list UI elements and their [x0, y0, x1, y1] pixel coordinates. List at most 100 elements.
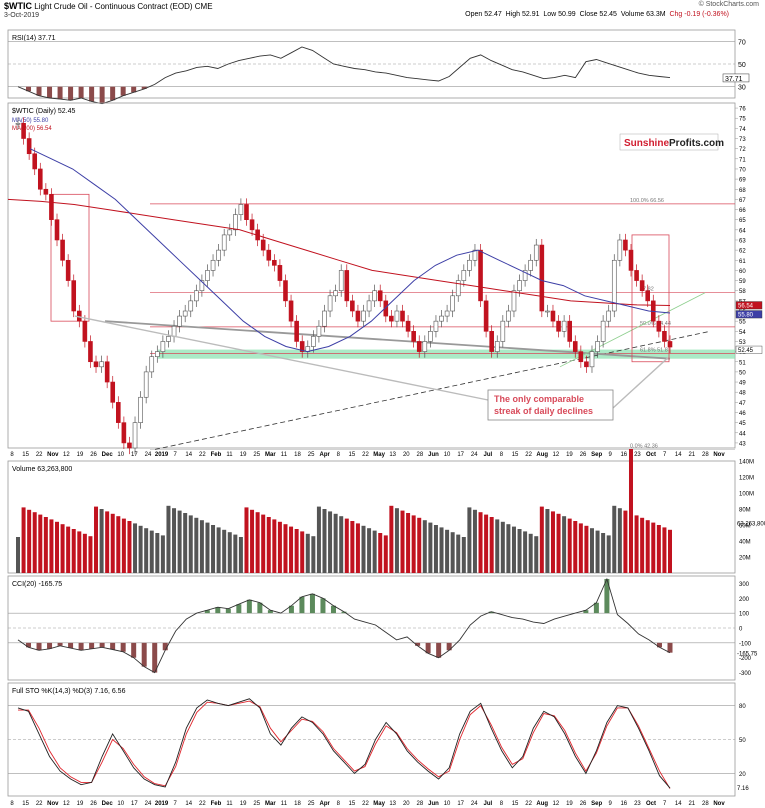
volume-bar — [133, 523, 138, 573]
volume-bar — [367, 528, 372, 573]
x-tick-label: Jun — [428, 452, 439, 458]
candle-body — [138, 396, 143, 423]
volume-bar — [38, 514, 43, 573]
volume-bar — [272, 519, 277, 573]
candle-body — [266, 249, 272, 261]
volume-tick-label: 100M — [739, 492, 754, 498]
candle-body — [383, 300, 389, 317]
volume-bar — [528, 533, 533, 573]
x-tick-label-bottom: 22 — [525, 801, 532, 807]
candle-body — [344, 270, 350, 302]
volume-bar — [623, 510, 628, 573]
volume-bar — [99, 509, 104, 573]
annotation-arrow — [74, 315, 489, 401]
candle-body — [483, 300, 489, 332]
volume-tick-label: 20M — [739, 556, 751, 562]
volume-bar — [406, 513, 411, 573]
x-tick-label: Jul — [484, 452, 493, 458]
candle-body — [199, 280, 205, 292]
price-tick-label: 45 — [739, 421, 746, 427]
price-tick-label: 59 — [739, 279, 746, 285]
x-tick-label-bottom: 10 — [444, 801, 451, 807]
x-tick-label-bottom: 16 — [620, 801, 627, 807]
x-tick-label-bottom: 9 — [609, 801, 613, 807]
volume-bar — [383, 535, 388, 573]
candle-body — [578, 351, 584, 363]
x-tick-label: Feb — [211, 452, 222, 458]
fib-label: 50.0% 54.44 — [640, 321, 671, 327]
candle-body — [149, 356, 155, 373]
candle-body — [15, 122, 21, 125]
fib-label: 61.8% 51.8 — [640, 348, 668, 354]
candle-body — [238, 204, 244, 215]
candle-body — [32, 153, 38, 170]
x-tick-label: 8 — [500, 452, 504, 458]
x-tick-label: 9 — [609, 452, 613, 458]
candle-body — [182, 310, 188, 317]
candle-body — [623, 239, 628, 251]
chart-date: 3-Oct-2019 — [4, 12, 40, 19]
candle-body — [656, 320, 662, 332]
volume-bar — [478, 512, 483, 573]
volume-value: Volume 63.3M — [620, 11, 666, 18]
volume-bar — [400, 510, 405, 573]
volume-label: Volume 63,263,800 — [12, 466, 72, 473]
x-tick-label-bottom: May — [373, 801, 385, 807]
volume-tick-label: 40M — [739, 540, 751, 546]
volume-bar — [311, 536, 316, 573]
x-tick-label: 26 — [90, 452, 97, 458]
candle-body — [99, 361, 104, 368]
volume-bar — [66, 526, 71, 573]
volume-bar — [289, 526, 294, 573]
x-tick-label-bottom: 20 — [403, 801, 410, 807]
price-tick-label: 49 — [739, 381, 746, 387]
price-tick-label: 61 — [739, 259, 746, 265]
ma200-label: MA(200) 56.54 — [12, 126, 52, 132]
x-tick-label-bottom: 15 — [22, 801, 29, 807]
candle-body — [338, 270, 344, 292]
x-tick-label-bottom: 14 — [675, 801, 682, 807]
price-tick-label: 47 — [739, 401, 746, 407]
volume-bar — [138, 525, 143, 573]
annotation-line-2: streak of daily declines — [494, 406, 593, 416]
volume-bar — [216, 527, 221, 573]
candle-body — [26, 138, 32, 155]
price-label: $WTIC (Daily) 52.45 — [12, 108, 76, 115]
volume-bar — [645, 520, 650, 573]
candle-body — [355, 310, 361, 322]
x-tick-label: 2019 — [155, 452, 169, 458]
x-tick-label: 22 — [199, 452, 206, 458]
ma50-label: MA(50) 55.80 — [12, 118, 49, 124]
volume-bar — [523, 531, 528, 573]
x-tick-label-bottom: 24 — [145, 801, 152, 807]
volume-bar — [316, 506, 321, 573]
candle-body — [210, 259, 216, 271]
volume-bar — [82, 533, 87, 573]
price-tick-label: 54 — [739, 330, 746, 336]
x-tick-label-bottom: Dec — [102, 801, 114, 807]
volume-bar — [261, 514, 266, 573]
x-tick-label: 10 — [117, 452, 124, 458]
volume-bar — [144, 528, 149, 573]
x-tick-label: Mar — [265, 452, 276, 458]
candle-body — [606, 310, 612, 322]
volume-bar — [612, 505, 617, 573]
volume-bar — [255, 512, 260, 573]
volume-bar — [227, 532, 232, 573]
volume-bar — [411, 515, 416, 573]
volume-bar — [105, 511, 110, 573]
candle-body — [121, 422, 127, 444]
volume-bar — [484, 514, 489, 573]
candle-body — [377, 290, 383, 302]
symbol: $WTIC — [4, 1, 32, 11]
x-tick-label-bottom: 19 — [77, 801, 84, 807]
x-tick-label: 15 — [512, 452, 519, 458]
rsi-label: RSI(14) 37.71 — [12, 35, 56, 42]
candle-body — [494, 341, 500, 352]
x-tick-label: Aug — [536, 452, 548, 458]
x-tick-label-bottom: 11 — [281, 801, 288, 807]
cci-line — [17, 577, 671, 674]
volume-bar — [350, 521, 355, 573]
volume-bar — [16, 537, 20, 573]
volume-bar — [417, 517, 422, 573]
